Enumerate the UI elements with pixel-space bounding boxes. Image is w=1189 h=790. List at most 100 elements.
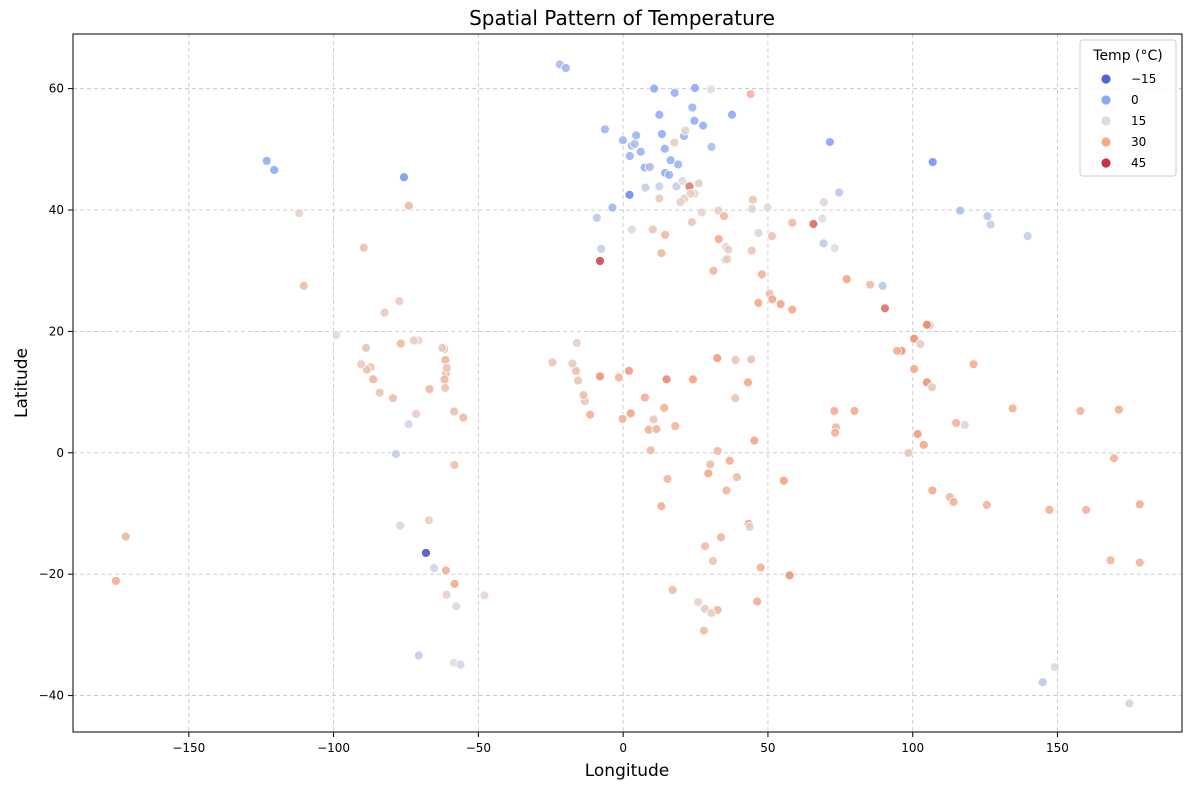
- data-point: [1134, 557, 1145, 568]
- data-point: [1109, 453, 1119, 464]
- data-point: [981, 500, 992, 510]
- data-point: [744, 521, 755, 532]
- data-point: [1105, 555, 1116, 566]
- data-point: [745, 89, 756, 99]
- data-point: [829, 406, 840, 416]
- data-point: [699, 625, 709, 636]
- data-point: [560, 63, 571, 73]
- data-point: [721, 485, 732, 496]
- data-point: [613, 372, 624, 383]
- data-point: [669, 87, 680, 98]
- data-point: [746, 354, 757, 365]
- data-point: [730, 393, 741, 404]
- data-point: [571, 338, 582, 348]
- x-tick-label: 50: [760, 741, 775, 755]
- data-point: [808, 219, 819, 229]
- data-point: [368, 374, 379, 385]
- data-point: [746, 245, 757, 256]
- data-point: [441, 589, 452, 600]
- data-point: [455, 659, 466, 670]
- data-point: [547, 357, 558, 368]
- data-point: [640, 182, 651, 193]
- data-point: [635, 146, 646, 157]
- data-point: [429, 563, 439, 574]
- data-point: [626, 224, 637, 235]
- data-point: [390, 449, 401, 459]
- data-point: [1113, 404, 1124, 415]
- data-point: [675, 197, 686, 208]
- data-point: [829, 243, 840, 254]
- data-point: [673, 159, 684, 170]
- data-point: [749, 435, 760, 446]
- data-point: [399, 172, 409, 183]
- legend-marker: [1100, 73, 1112, 85]
- data-point: [767, 294, 778, 305]
- data-points: [110, 59, 1145, 709]
- data-point: [912, 429, 923, 439]
- data-point: [680, 125, 691, 136]
- data-point: [834, 187, 845, 198]
- data-point: [747, 203, 757, 214]
- data-point: [395, 520, 406, 531]
- data-point: [421, 548, 431, 558]
- x-axis-label: Longitude: [585, 761, 670, 781]
- data-point: [261, 155, 272, 166]
- data-point: [865, 279, 876, 290]
- data-point: [687, 102, 698, 113]
- data-point: [595, 256, 605, 266]
- data-point: [654, 181, 665, 192]
- data-point: [440, 355, 451, 365]
- data-point: [722, 254, 733, 265]
- data-point: [1124, 698, 1135, 709]
- data-point: [830, 427, 841, 438]
- data-point: [968, 359, 979, 370]
- data-point: [440, 382, 450, 393]
- data-point: [374, 387, 385, 398]
- y-axis-label: Latitude: [12, 348, 32, 418]
- data-point: [688, 374, 698, 385]
- data-point: [651, 424, 662, 435]
- data-point: [451, 601, 462, 612]
- y-tick-label: 60: [49, 82, 64, 96]
- data-point: [120, 531, 131, 542]
- legend-marker: [1100, 94, 1112, 106]
- data-point: [625, 408, 636, 419]
- data-point: [648, 414, 659, 425]
- legend-marker: [1100, 136, 1112, 148]
- x-tick-label: −150: [172, 741, 205, 755]
- x-tick-label: 100: [901, 741, 924, 755]
- data-point: [982, 211, 993, 221]
- data-point: [269, 165, 280, 175]
- data-point: [705, 459, 716, 470]
- data-point: [110, 575, 121, 586]
- data-point: [656, 501, 667, 512]
- data-point: [395, 338, 406, 349]
- data-point: [423, 515, 434, 526]
- data-point: [667, 585, 678, 595]
- data-point: [585, 409, 596, 420]
- data-point: [458, 412, 469, 423]
- data-point: [639, 392, 650, 403]
- data-point: [631, 130, 642, 141]
- data-point: [716, 532, 726, 543]
- data-point: [578, 390, 589, 401]
- data-point: [1134, 499, 1145, 510]
- data-point: [730, 355, 741, 365]
- data-point: [617, 413, 628, 424]
- data-point: [356, 359, 367, 370]
- data-point: [659, 143, 670, 154]
- data-point: [787, 304, 798, 315]
- data-point: [294, 208, 305, 218]
- data-point: [698, 120, 708, 131]
- data-point: [817, 213, 828, 224]
- data-point: [449, 579, 460, 589]
- data-point: [644, 162, 655, 172]
- data-point: [439, 374, 450, 385]
- data-point: [617, 135, 628, 146]
- data-point: [685, 188, 696, 199]
- data-point: [662, 473, 673, 484]
- grid-lines: [73, 34, 1182, 732]
- data-point: [712, 353, 723, 364]
- data-point: [624, 365, 634, 376]
